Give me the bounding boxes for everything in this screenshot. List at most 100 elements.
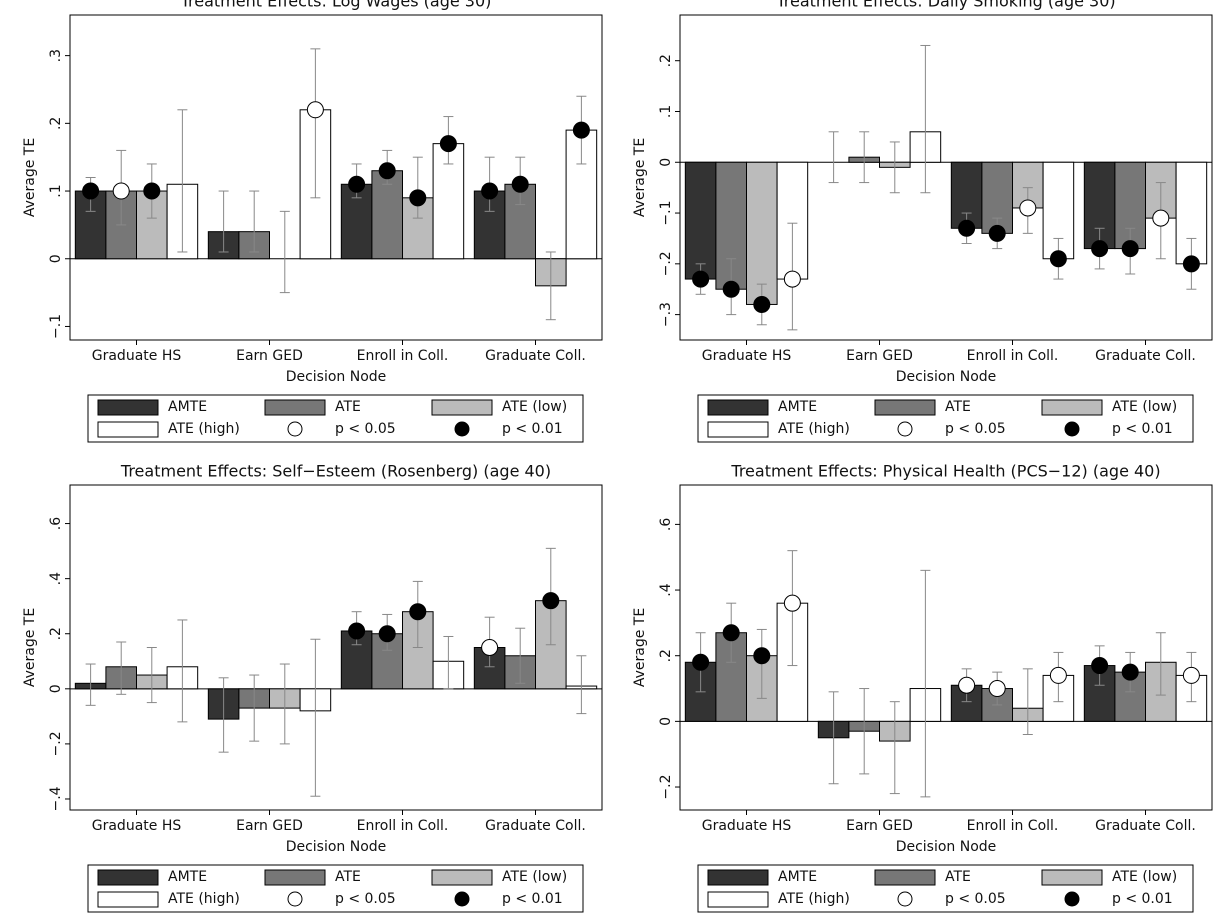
- legend-box: [697, 864, 1194, 913]
- y-tick-label: .1: [658, 105, 674, 118]
- bar: [746, 161, 778, 305]
- significance-marker: [542, 592, 560, 610]
- significance-marker: [958, 676, 976, 694]
- y-axis-label: Average TE: [632, 138, 648, 217]
- legend-marker: [287, 421, 303, 437]
- legend-label: p < 0.05: [945, 421, 1006, 437]
- legend-box: [87, 864, 584, 913]
- legend-label: ATE: [945, 399, 971, 415]
- significance-marker: [1121, 663, 1139, 681]
- y-tick-label: .6: [48, 517, 64, 530]
- significance-marker: [1121, 240, 1139, 258]
- error-bar: [889, 141, 900, 194]
- panel: Treatment Effects: Self−Esteem (Rosenber…: [22, 462, 603, 913]
- legend-box: [697, 394, 1194, 443]
- x-tick-label: Graduate HS: [92, 818, 182, 834]
- significance-marker: [409, 189, 427, 207]
- legend-label: ATE (low): [502, 869, 567, 885]
- y-tick-label: −.1: [48, 314, 64, 339]
- y-tick-label: −.3: [658, 302, 674, 327]
- significance-marker: [1049, 250, 1067, 268]
- legend: AMTE ATE ATE (low) ATE (high) p < 0.05 p < 0.…: [697, 864, 1194, 913]
- legend-swatch: [97, 891, 159, 908]
- error-bar: [859, 131, 870, 184]
- significance-marker: [958, 219, 976, 237]
- panel: Treatment Effects: Daily Smoking (age 30…: [632, 0, 1213, 443]
- x-tick-label: Enroll in Coll.: [967, 818, 1059, 834]
- error-bar: [249, 674, 260, 742]
- legend-label: AMTE: [778, 869, 817, 885]
- legend-marker: [454, 421, 470, 437]
- x-tick-label: Graduate Coll.: [1095, 818, 1196, 834]
- error-bar: [218, 677, 229, 753]
- significance-marker: [753, 647, 771, 665]
- y-tick-label: −.1: [658, 201, 674, 226]
- legend-swatch: [431, 399, 493, 416]
- legend-swatch: [874, 399, 936, 416]
- y-tick-label: .2: [48, 117, 64, 130]
- significance-marker: [409, 603, 427, 621]
- legend-swatch: [707, 399, 769, 416]
- error-bar: [310, 638, 321, 797]
- x-tick-label: Graduate Coll.: [1095, 348, 1196, 364]
- y-tick-label: −.2: [48, 731, 64, 756]
- significance-marker: [112, 182, 130, 200]
- legend-label: ATE (high): [778, 891, 850, 907]
- plot-frame: [69, 484, 603, 811]
- legend-marker: [897, 891, 913, 907]
- y-tick-label: .2: [48, 627, 64, 640]
- legend-label: ATE: [945, 869, 971, 885]
- error-bar: [249, 190, 260, 253]
- y-tick-label: 0: [48, 254, 64, 263]
- legend-swatch: [1041, 869, 1103, 886]
- y-axis-label: Average TE: [632, 608, 648, 687]
- legend-label: p < 0.01: [1112, 421, 1173, 437]
- legend: AMTE ATE ATE (low) ATE (high) p < 0.05 p < 0.…: [87, 864, 584, 913]
- bar: [684, 161, 717, 280]
- legend-swatch: [1041, 399, 1103, 416]
- legend-label: ATE (low): [1112, 869, 1177, 885]
- significance-marker: [1152, 209, 1170, 227]
- error-bar: [920, 569, 931, 798]
- panel: Treatment Effects: Physical Health (PCS−…: [632, 462, 1213, 913]
- y-tick-label: .1: [48, 184, 64, 197]
- legend-label: ATE (low): [1112, 399, 1177, 415]
- legend-swatch: [874, 869, 936, 886]
- x-tick-label: Graduate HS: [702, 818, 792, 834]
- error-bar: [1022, 668, 1033, 735]
- error-bar: [279, 663, 290, 745]
- significance-marker: [572, 121, 590, 139]
- significance-marker: [988, 680, 1006, 698]
- y-tick-label: .3: [48, 49, 64, 62]
- chart-title: Treatment Effects: Self−Esteem (Rosenber…: [120, 462, 551, 481]
- x-tick-label: Earn GED: [236, 818, 303, 834]
- y-tick-label: −.4: [48, 786, 64, 811]
- significance-marker: [783, 594, 801, 612]
- x-tick-label: Enroll in Coll.: [967, 348, 1059, 364]
- error-bar: [1155, 632, 1166, 696]
- legend-label: p < 0.01: [502, 891, 563, 907]
- significance-marker: [722, 624, 740, 642]
- x-tick-label: Graduate Coll.: [485, 818, 586, 834]
- significance-marker: [439, 135, 457, 153]
- legend-swatch: [431, 869, 493, 886]
- x-axis-label: Decision Node: [896, 369, 997, 385]
- error-bar: [828, 691, 839, 785]
- significance-marker: [306, 101, 324, 119]
- legend-label: p < 0.05: [335, 891, 396, 907]
- legend-label: ATE: [335, 869, 361, 885]
- error-bar: [177, 619, 188, 723]
- chart-title: Treatment Effects: Daily Smoking (age 30…: [775, 0, 1115, 11]
- legend-marker: [897, 421, 913, 437]
- y-tick-label: −.2: [658, 251, 674, 276]
- error-bar: [545, 251, 556, 321]
- chart-title: Treatment Effects: Physical Health (PCS−…: [730, 462, 1160, 481]
- legend-marker: [1064, 421, 1080, 437]
- legend-swatch: [707, 891, 769, 908]
- error-bar: [515, 627, 526, 684]
- legend-label: p < 0.01: [1112, 891, 1173, 907]
- significance-marker: [378, 162, 396, 180]
- error-bar: [889, 701, 900, 795]
- legend-label: AMTE: [778, 399, 817, 415]
